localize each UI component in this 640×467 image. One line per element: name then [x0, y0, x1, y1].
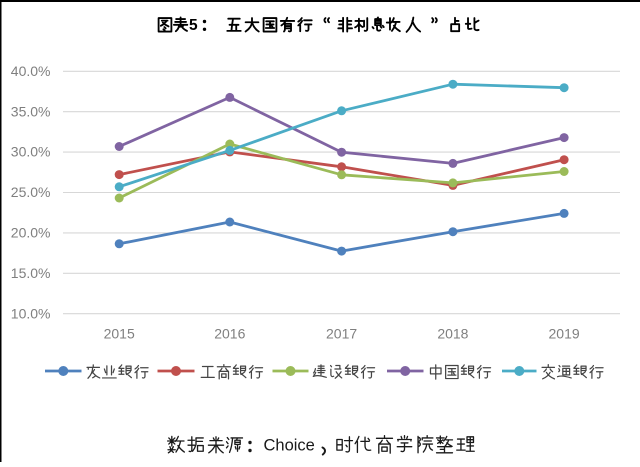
svg-text:35.0%: 35.0% [11, 103, 51, 119]
svg-text:Choice: Choice [264, 437, 315, 455]
svg-text:25.0%: 25.0% [11, 184, 51, 200]
svg-text:2017: 2017 [326, 326, 357, 342]
svg-text:10.0%: 10.0% [11, 305, 51, 321]
svg-text:20.0%: 20.0% [11, 225, 51, 241]
svg-text:5: 5 [189, 17, 198, 34]
svg-text:15.0%: 15.0% [11, 265, 51, 281]
svg-text:30.0%: 30.0% [11, 144, 51, 160]
svg-text:40.0%: 40.0% [11, 63, 51, 79]
svg-text:2016: 2016 [214, 326, 245, 342]
svg-text:2015: 2015 [104, 326, 135, 342]
svg-text:2018: 2018 [437, 326, 468, 342]
svg-text:2019: 2019 [549, 326, 580, 342]
